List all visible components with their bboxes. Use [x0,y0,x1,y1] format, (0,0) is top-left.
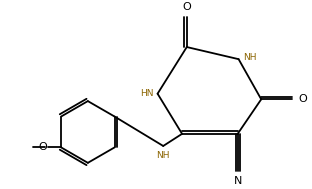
Text: O: O [298,94,307,104]
Text: NH: NH [157,151,170,160]
Text: N: N [233,177,242,187]
Text: O: O [183,2,191,12]
Text: O: O [39,142,47,152]
Text: NH: NH [243,53,256,62]
Text: HN: HN [140,89,153,98]
